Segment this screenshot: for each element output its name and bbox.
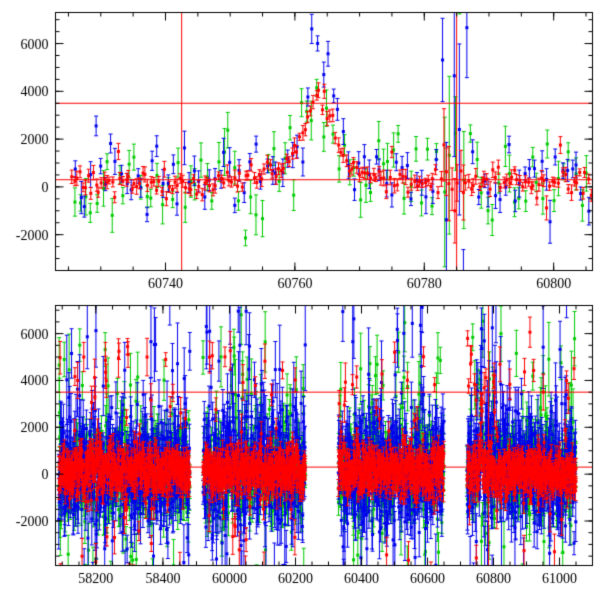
light-curve-canvas bbox=[0, 0, 600, 600]
light-curve-figure bbox=[0, 0, 600, 600]
